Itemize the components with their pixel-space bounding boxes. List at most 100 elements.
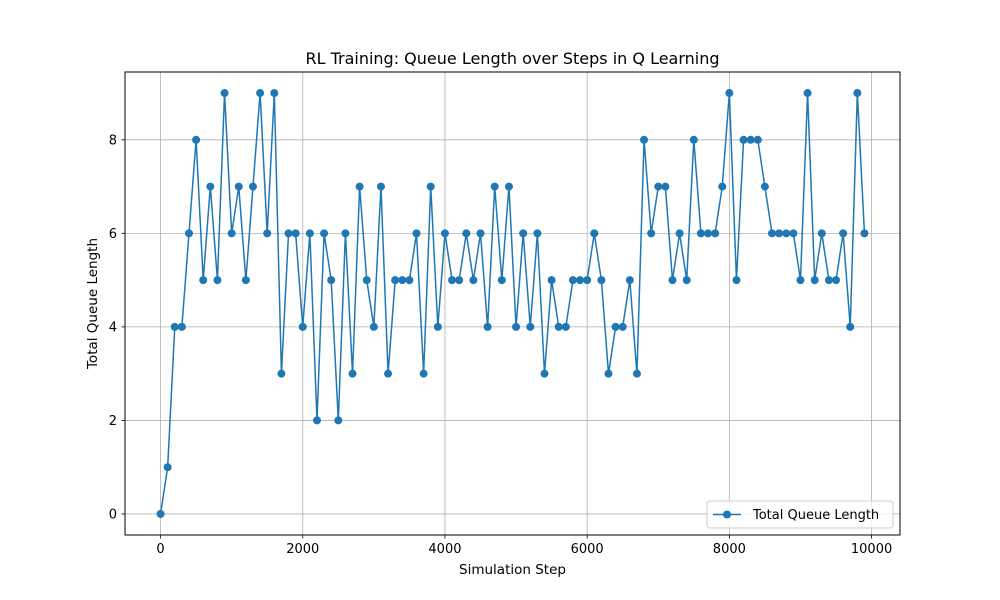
data-point: [682, 276, 691, 285]
data-point: [298, 322, 307, 331]
data-point: [519, 229, 528, 238]
legend-box: [706, 500, 894, 529]
y-tick-label: 6: [109, 227, 117, 242]
data-point: [512, 322, 521, 331]
data-point: [476, 229, 485, 238]
data-point: [469, 276, 478, 285]
data-point: [746, 135, 755, 144]
data-point: [334, 416, 343, 425]
x-tick-label: 10000: [851, 542, 892, 557]
data-point: [618, 322, 627, 331]
data-point: [739, 135, 748, 144]
data-point: [284, 229, 293, 238]
x-tick-label: 4000: [428, 542, 461, 557]
data-point: [704, 229, 713, 238]
data-point: [327, 276, 336, 285]
data-point: [305, 229, 314, 238]
data-point: [320, 229, 329, 238]
data-point: [355, 182, 364, 191]
data-point: [448, 276, 457, 285]
data-point: [782, 229, 791, 238]
data-point: [696, 229, 705, 238]
data-point: [405, 276, 414, 285]
data-point: [554, 322, 563, 331]
data-point: [455, 276, 464, 285]
data-point: [220, 89, 229, 98]
data-point: [796, 276, 805, 285]
x-tick-label: 0: [156, 542, 164, 557]
data-point: [675, 229, 684, 238]
data-point: [732, 276, 741, 285]
data-point: [192, 135, 201, 144]
data-point: [640, 135, 649, 144]
legend: Total Queue Length: [706, 500, 894, 529]
data-point: [177, 322, 186, 331]
data-point: [277, 369, 286, 378]
data-point: [711, 229, 720, 238]
data-point: [184, 229, 193, 238]
data-point: [362, 276, 371, 285]
data-point: [384, 369, 393, 378]
data-point: [576, 276, 585, 285]
y-tick-label: 4: [109, 320, 117, 335]
data-point: [832, 276, 841, 285]
data-point: [398, 276, 407, 285]
data-point: [668, 276, 677, 285]
data-point: [170, 322, 179, 331]
data-point: [376, 182, 385, 191]
data-point: [597, 276, 606, 285]
data-point: [561, 322, 570, 331]
data-point: [263, 229, 272, 238]
x-tick-label: 8000: [713, 542, 746, 557]
data-point: [490, 182, 499, 191]
data-point: [590, 229, 599, 238]
data-point: [213, 276, 222, 285]
data-point: [661, 182, 670, 191]
data-point: [647, 229, 656, 238]
data-point: [533, 229, 542, 238]
x-axis-label: Simulation Step: [459, 562, 566, 578]
chart-title: RL Training: Queue Length over Steps in …: [305, 49, 719, 68]
data-point: [824, 276, 833, 285]
data-point: [718, 182, 727, 191]
data-point: [163, 463, 172, 472]
data-point: [419, 369, 428, 378]
data-point: [853, 89, 862, 98]
data-point: [775, 229, 784, 238]
y-tick-label: 0: [109, 507, 117, 522]
data-point: [206, 182, 215, 191]
data-point: [789, 229, 798, 238]
data-point: [689, 135, 698, 144]
data-point: [256, 89, 265, 98]
data-point: [412, 229, 421, 238]
data-point: [540, 369, 549, 378]
data-point: [803, 89, 812, 98]
data-point: [227, 229, 236, 238]
series-layer: [156, 89, 869, 518]
data-point: [497, 276, 506, 285]
data-point: [234, 182, 243, 191]
data-point: [433, 322, 442, 331]
data-point: [846, 322, 855, 331]
legend-label: Total Queue Length: [752, 508, 879, 523]
data-point: [241, 276, 250, 285]
x-tick-label: 2000: [286, 542, 319, 557]
data-point: [462, 229, 471, 238]
data-point: [341, 229, 350, 238]
data-point: [248, 182, 257, 191]
x-axis-ticks: 0 2000 4000 6000 8000 10000: [156, 535, 892, 557]
legend-marker-swatch: [723, 510, 731, 519]
plot-frame: [124, 71, 901, 536]
y-tick-label: 8: [109, 133, 117, 148]
data-point: [760, 182, 769, 191]
data-point: [348, 369, 357, 378]
data-point: [568, 276, 577, 285]
data-point: [632, 369, 641, 378]
y-tick-label: 2: [109, 414, 117, 429]
data-point: [270, 89, 279, 98]
data-point: [625, 276, 634, 285]
data-point: [483, 322, 492, 331]
